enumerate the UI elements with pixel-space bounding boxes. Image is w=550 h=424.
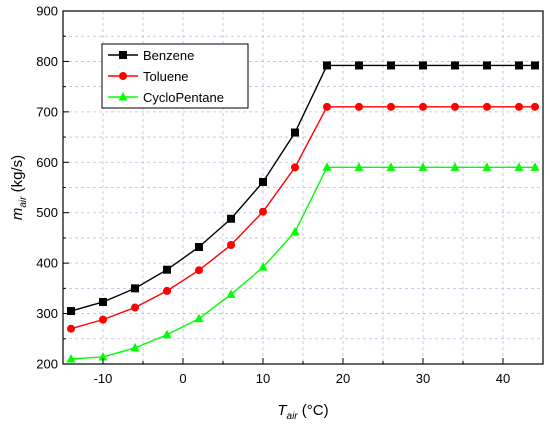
y-axis-unit: (kg/s) bbox=[9, 155, 26, 197]
y-axis-symbol: m bbox=[9, 208, 26, 221]
series-line-benzene bbox=[70, 64, 535, 312]
data-point-toluene bbox=[355, 102, 363, 111]
data-point-toluene bbox=[323, 102, 331, 111]
data-point-toluene bbox=[99, 315, 107, 324]
data-point-toluene bbox=[227, 240, 235, 249]
x-tick-label: 10 bbox=[256, 371, 270, 386]
data-point-benzene bbox=[131, 284, 139, 293]
data-point-toluene bbox=[163, 286, 171, 295]
series-benzene bbox=[67, 61, 539, 316]
series-layer bbox=[66, 61, 540, 363]
y-tick-label: 800 bbox=[36, 54, 58, 69]
y-tick-label: 200 bbox=[36, 357, 58, 372]
data-point-cyclopentane bbox=[290, 226, 300, 236]
axis-ticks: -10 0 10 20 30 40 200 300 400 500 600 700 800 900 bbox=[36, 4, 510, 387]
x-axis-symbol: T bbox=[277, 402, 288, 419]
grid-lines bbox=[63, 11, 543, 364]
x-tick-label: 20 bbox=[336, 371, 350, 386]
data-point-cyclopentane bbox=[386, 162, 396, 171]
data-point-benzene bbox=[515, 61, 523, 70]
data-point-benzene bbox=[419, 61, 427, 70]
legend-marker-cyclopentane bbox=[118, 92, 128, 101]
data-point-toluene bbox=[419, 102, 427, 111]
y-tick-label: 900 bbox=[36, 4, 58, 19]
data-point-benzene bbox=[531, 61, 539, 70]
data-point-cyclopentane bbox=[514, 162, 524, 171]
y-tick-label: 300 bbox=[36, 306, 58, 321]
series-line-toluene bbox=[70, 106, 535, 330]
x-axis-unit: (°C) bbox=[298, 402, 329, 419]
x-tick-label: 0 bbox=[179, 371, 186, 386]
data-point-benzene bbox=[227, 214, 235, 223]
data-point-cyclopentane bbox=[130, 342, 140, 352]
data-point-cyclopentane bbox=[194, 313, 204, 323]
data-point-benzene bbox=[355, 61, 363, 70]
data-point-toluene bbox=[131, 303, 139, 312]
data-point-cyclopentane bbox=[98, 351, 108, 361]
data-point-toluene bbox=[195, 266, 203, 275]
data-point-cyclopentane bbox=[66, 353, 76, 363]
data-point-toluene bbox=[531, 102, 539, 111]
data-point-benzene bbox=[195, 243, 203, 252]
data-point-benzene bbox=[483, 61, 491, 70]
data-point-cyclopentane bbox=[530, 162, 540, 171]
data-point-cyclopentane bbox=[354, 162, 364, 171]
legend: Benzene Toluene CycloPentane bbox=[101, 43, 249, 109]
data-point-toluene bbox=[515, 102, 523, 111]
x-tick-label: -10 bbox=[94, 371, 113, 386]
y-tick-label: 400 bbox=[36, 256, 58, 271]
data-point-benzene bbox=[323, 61, 331, 70]
data-point-cyclopentane bbox=[450, 162, 460, 171]
x-tick-label: 30 bbox=[416, 371, 430, 386]
legend-label-benzene: Benzene bbox=[143, 48, 194, 63]
data-point-benzene bbox=[451, 61, 459, 70]
data-point-cyclopentane bbox=[418, 162, 428, 171]
legend-marker-toluene bbox=[119, 72, 127, 80]
data-point-cyclopentane bbox=[322, 162, 332, 171]
y-tick-label: 700 bbox=[36, 104, 58, 119]
y-tick-label: 600 bbox=[36, 155, 58, 170]
data-point-toluene bbox=[451, 102, 459, 111]
legend-label-toluene: Toluene bbox=[143, 69, 189, 84]
data-point-benzene bbox=[67, 307, 75, 316]
y-tick-label: 500 bbox=[36, 205, 58, 220]
x-axis-title: Tair (°C) bbox=[277, 402, 328, 422]
data-point-toluene bbox=[291, 163, 299, 172]
series-line-cyclopentane bbox=[70, 166, 535, 360]
data-point-cyclopentane bbox=[226, 289, 236, 298]
x-tick-label: 40 bbox=[496, 371, 510, 386]
data-point-benzene bbox=[99, 297, 107, 306]
series-toluene bbox=[67, 102, 539, 333]
data-point-benzene bbox=[163, 265, 171, 274]
data-point-toluene bbox=[259, 207, 267, 216]
data-point-toluene bbox=[67, 324, 75, 333]
series-cyclopentane bbox=[66, 162, 540, 363]
data-point-benzene bbox=[259, 177, 267, 186]
y-axis-title: mair (kg/s) bbox=[9, 155, 29, 220]
data-point-cyclopentane bbox=[162, 329, 172, 339]
data-point-toluene bbox=[387, 102, 395, 111]
data-point-benzene bbox=[291, 128, 299, 137]
data-point-benzene bbox=[387, 61, 395, 70]
y-axis-subscript: air bbox=[18, 196, 29, 208]
legend-label-cyclopentane: CycloPentane bbox=[143, 90, 224, 105]
data-point-toluene bbox=[483, 102, 491, 111]
legend-marker-benzene bbox=[119, 51, 127, 59]
x-axis-subscript: air bbox=[287, 411, 299, 422]
data-point-cyclopentane bbox=[258, 262, 268, 271]
data-point-cyclopentane bbox=[482, 162, 492, 171]
